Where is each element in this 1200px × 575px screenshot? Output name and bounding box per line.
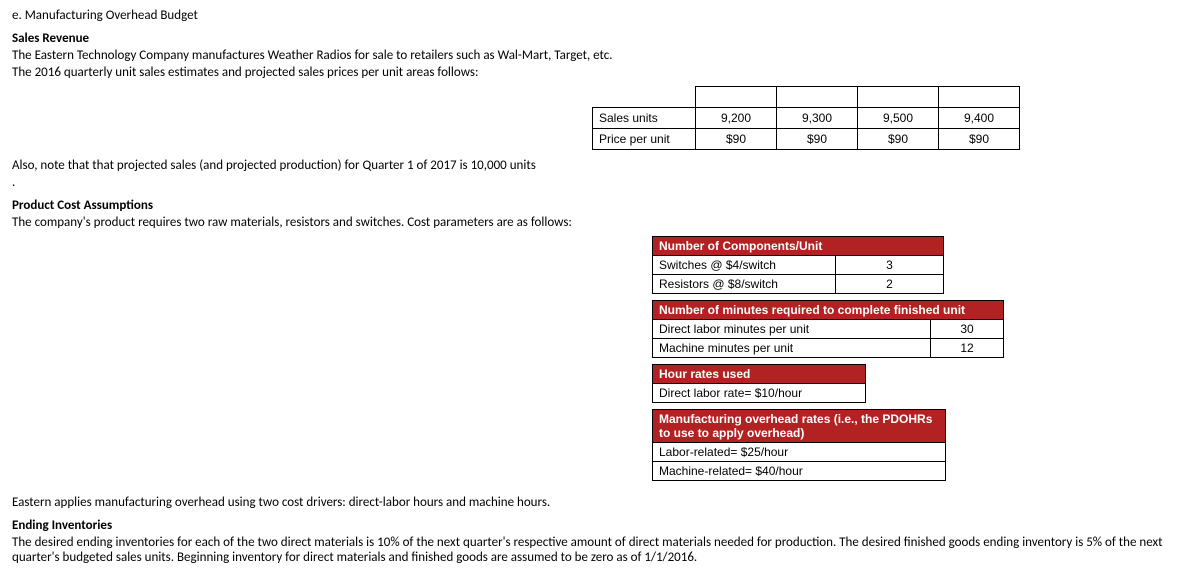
row-label: Sales units — [593, 108, 696, 129]
components-table: Number of Components/Unit Switches @ $4/… — [652, 236, 944, 294]
switches-label: Switches @ $4/switch — [653, 256, 836, 275]
list-item-e: e. Manufacturing Overhead Budget — [12, 8, 1188, 23]
q3-header: Quarter 3 — [858, 87, 939, 108]
sales-revenue-p1: The Eastern Technology Company manufactu… — [12, 48, 1188, 63]
q4-header: Quarter 4 — [939, 87, 1020, 108]
heading-product-cost: Product Cost Assumptions — [12, 198, 1188, 213]
cell: $90 — [696, 129, 777, 150]
labor-related: Labor-related= $25/hour — [653, 443, 946, 462]
cell: 9,400 — [939, 108, 1020, 129]
table-row: Price per unit $90 $90 $90 $90 — [593, 129, 1020, 150]
components-header: Number of Components/Unit — [653, 237, 944, 256]
machine-related: Machine-related= $40/hour — [653, 462, 946, 481]
minutes-header: Number of minutes required to complete f… — [653, 301, 1004, 320]
hour-rates-table: Hour rates used Direct labor rate= $10/h… — [652, 364, 866, 403]
machine-minutes-label: Machine minutes per unit — [653, 339, 931, 358]
table-row: Sales units 9,200 9,300 9,500 9,400 — [593, 108, 1020, 129]
hour-rates-header: Hour rates used — [653, 365, 866, 384]
cell: 9,300 — [777, 108, 858, 129]
cell: 9,500 — [858, 108, 939, 129]
ending-inventories-p1: The desired ending inventories for each … — [12, 535, 1188, 565]
sales-revenue-p2: The 2016 quarterly unit sales estimates … — [12, 65, 1188, 80]
resistors-value: 2 — [836, 275, 944, 294]
cell: $90 — [939, 129, 1020, 150]
machine-minutes-value: 12 — [931, 339, 1004, 358]
quarterly-sales-table: Quarter 1 Quarter 2 Quarter 3 Quarter 4 … — [592, 86, 1020, 150]
product-cost-p1: The company's product requires two raw m… — [12, 215, 1188, 230]
cell: $90 — [858, 129, 939, 150]
cell: $90 — [777, 129, 858, 150]
heading-sales-revenue: Sales Revenue — [12, 31, 1188, 46]
cost-tables-wrap: Number of Components/Unit Switches @ $4/… — [652, 236, 1188, 481]
switches-value: 3 — [836, 256, 944, 275]
resistors-label: Resistors @ $8/switch — [653, 275, 836, 294]
note-2017: Also, note that that projected sales (an… — [12, 158, 1188, 173]
q1-header: Quarter 1 — [696, 87, 777, 108]
dl-minutes-label: Direct labor minutes per unit — [653, 320, 931, 339]
moh-header: Manufacturing overhead rates (i.e., the … — [653, 410, 946, 443]
dot-line: . — [12, 175, 1188, 190]
dl-rate: Direct labor rate= $10/hour — [653, 384, 866, 403]
cell: 9,200 — [696, 108, 777, 129]
dl-minutes-value: 30 — [931, 320, 1004, 339]
q2-header: Quarter 2 — [777, 87, 858, 108]
minutes-table: Number of minutes required to complete f… — [652, 300, 1004, 358]
row-label: Price per unit — [593, 129, 696, 150]
moh-table: Manufacturing overhead rates (i.e., the … — [652, 409, 946, 481]
heading-ending-inventories: Ending Inventories — [12, 518, 1188, 533]
